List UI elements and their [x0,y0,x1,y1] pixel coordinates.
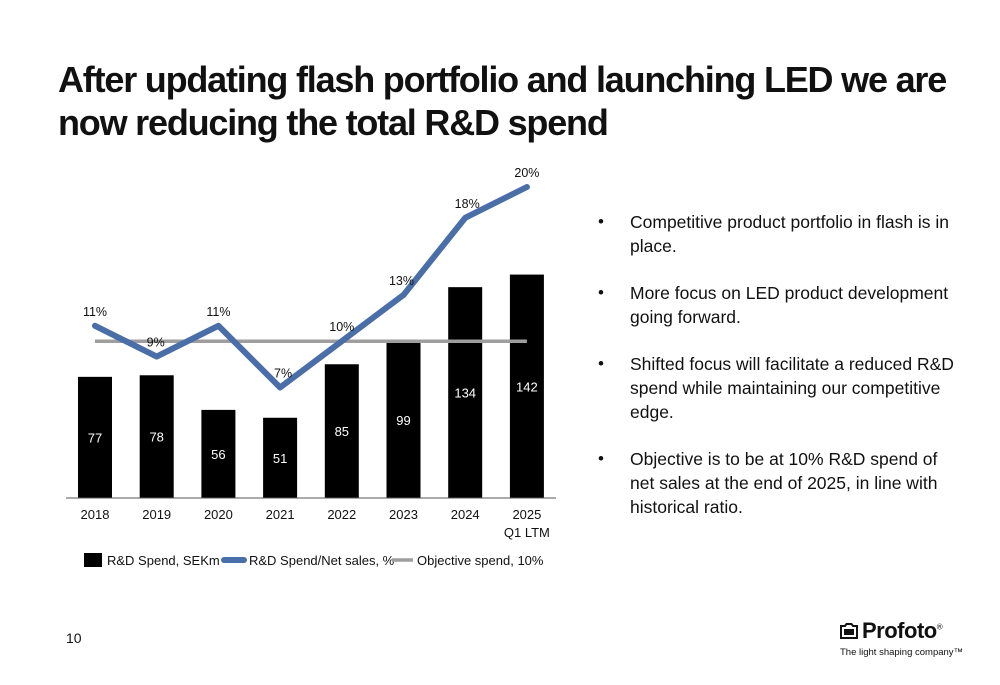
bar-value-label: 85 [335,424,349,439]
bullet-text: More focus on LED product development go… [630,283,949,327]
x-tick-label: 2022 [327,507,356,522]
bar-value-label: 142 [516,379,538,394]
bar-value-label: 134 [454,386,476,401]
bar [263,417,298,498]
bullet-text: Shifted focus will facilitate a reduced … [630,354,954,422]
profoto-logo-mark-icon [840,623,858,639]
legend-label: R&D Spend/Net sales, % [249,553,395,568]
profoto-logo: Profoto® The light shaping company™ [840,618,970,660]
page-title: After updating flash portfolio and launc… [58,59,947,143]
pct-data-label: 18% [455,197,480,211]
bar [509,274,544,498]
pct-data-label: 11% [83,305,107,319]
bar-value-label: 77 [88,430,102,445]
bar-value-label: 99 [396,413,410,428]
logo-tagline: The light shaping company™ [840,647,964,658]
pct-data-label: 9% [147,336,165,350]
bullet-item: • More focus on LED product development g… [594,281,954,329]
logo-wordmark: Profoto® [862,618,943,643]
pct-data-label: 7% [274,366,292,380]
bullet-item: • Competitive product portfolio in flash … [594,210,954,258]
bar-value-label: 56 [211,447,225,462]
bar [386,342,421,498]
x-tick-label: 2023 [389,507,418,522]
bar [78,376,112,498]
bullet-dot-icon: • [598,354,604,373]
bullet-text: Objective is to be at 10% R&D spend of n… [630,449,938,517]
pct-series-line [92,184,530,391]
bar [201,409,236,498]
bullet-text: Competitive product portfolio in flash i… [630,212,950,256]
pct-data-label: 20% [514,166,539,180]
bar-value-label: 78 [149,430,163,445]
bullet-list: • Competitive product portfolio in flash … [594,210,954,542]
legend-bar-swatch [84,553,102,567]
bullet-item: • Objective is to be at 10% R&D spend of … [594,447,954,519]
bar [448,287,483,498]
x-tick-label: Q1 LTM [504,525,550,540]
bullet-dot-icon: • [598,212,604,231]
bar [324,364,359,498]
x-tick-label: 2020 [204,507,233,522]
x-tick-label: 2018 [81,507,110,522]
legend-label: R&D Spend, SEKm [107,553,220,568]
pct-data-label: 11% [206,305,230,319]
bullet-dot-icon: • [598,283,604,302]
pct-data-label: 10% [329,320,354,334]
page-number: 10 [66,630,82,646]
bar-value-label: 51 [273,451,287,466]
x-tick-label: 2021 [266,507,295,522]
x-tick-label: 2025 [512,507,541,522]
pct-data-label: 13% [389,274,414,288]
x-tick-label: 2019 [142,507,171,522]
legend-label: Objective spend, 10% [417,553,544,568]
bullet-item: • Shifted focus will facilitate a reduced… [594,352,954,424]
bullet-dot-icon: • [598,449,604,468]
x-tick-label: 2024 [451,507,480,522]
bar [139,375,174,498]
